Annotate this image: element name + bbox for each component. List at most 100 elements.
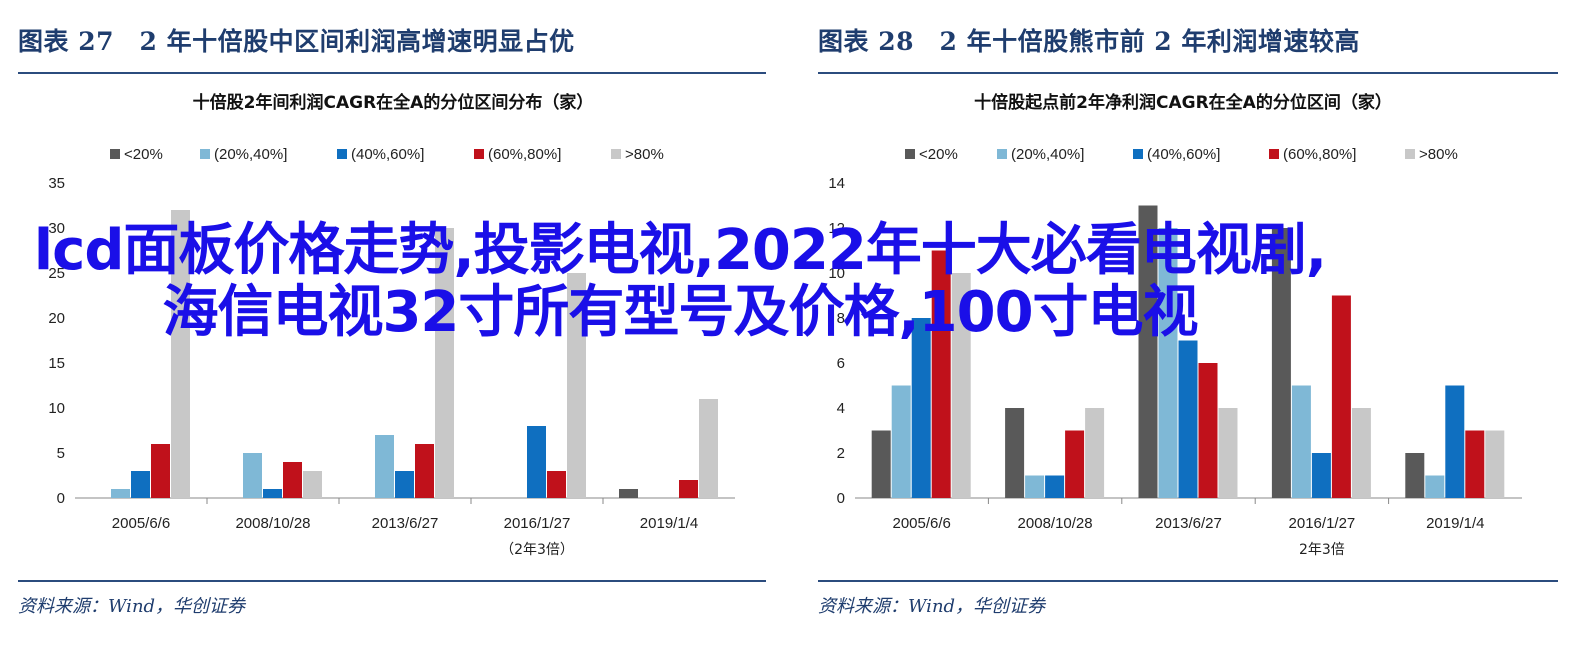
bar: [395, 471, 414, 498]
bar: [1065, 430, 1085, 498]
x-tick-label: 2013/6/27: [372, 515, 439, 532]
legend-swatch: [200, 149, 210, 159]
bar: [435, 228, 454, 498]
legend-label: (60%,80%]: [488, 146, 561, 163]
legend-label: (20%,40%]: [214, 146, 287, 163]
legend-swatch: [1269, 149, 1279, 159]
source-note: 资料来源：Wind，华创证券: [818, 596, 1046, 617]
y-tick-label: 0: [837, 490, 845, 507]
bar: [871, 430, 891, 498]
legend-label: (60%,80%]: [1283, 146, 1356, 163]
y-tick-label: 15: [48, 355, 65, 372]
y-tick-label: 14: [828, 175, 845, 192]
bar: [1311, 453, 1331, 498]
title-divider: [818, 72, 1558, 74]
x-tick-label: 2013/6/27: [1155, 515, 1222, 532]
legend-label: (40%,60%]: [1147, 146, 1220, 163]
y-tick-label: 4: [837, 400, 845, 417]
legend-label: (20%,40%]: [1011, 146, 1084, 163]
legend-swatch: [110, 149, 120, 159]
bar: [111, 489, 130, 498]
bar: [375, 435, 394, 498]
legend-swatch: [474, 149, 484, 159]
y-tick-label: 6: [837, 355, 845, 372]
bar: [527, 426, 546, 498]
x-tick-label: 2019/1/4: [1426, 515, 1484, 532]
bar: [303, 471, 322, 498]
bar: [1198, 363, 1218, 498]
y-tick-label: 0: [57, 490, 65, 507]
bar: [1485, 430, 1505, 498]
y-tick-label: 8: [837, 310, 845, 327]
legend-swatch: [1133, 149, 1143, 159]
bar: [1291, 385, 1311, 498]
bar: [1045, 475, 1065, 498]
bar-chart: 十倍股起点前2年净利润CAGR在全A的分位区间（家） <20% (20%,40%] (…: [828, 92, 1522, 558]
bar: [1331, 295, 1351, 498]
x-tick-note: （2年3倍）: [500, 542, 574, 558]
y-tick-label: 35: [48, 175, 65, 192]
title-divider: [18, 72, 766, 74]
overlay-headline: lcd面板价格走势,投影电视,2022年十大必看电视剧,海信电视32寸所有型号及…: [33, 218, 1327, 345]
x-tick-label: 2008/10/28: [1018, 515, 1093, 532]
bar: [1425, 475, 1445, 498]
x-tick-label: 2016/1/27: [504, 515, 571, 532]
legend-label: >80%: [625, 146, 664, 163]
y-tick-label: 10: [48, 400, 65, 417]
legend-swatch: [337, 149, 347, 159]
bar: [1465, 430, 1485, 498]
figure-28-panel: 图表 28 2 年十倍股熊市前 2 年利润增速较高 十倍股起点前2年净利润CAG…: [800, 0, 1593, 647]
bar: [1218, 408, 1238, 498]
bar: [243, 453, 262, 498]
bar: [1178, 340, 1198, 498]
legend-label: <20%: [919, 146, 958, 163]
y-tick-label: 12: [828, 220, 845, 237]
bar: [1025, 475, 1045, 498]
legend-label: >80%: [1419, 146, 1458, 163]
bar: [679, 480, 698, 498]
legend-swatch: [997, 149, 1007, 159]
bar: [283, 462, 302, 498]
x-tick-label: 2005/6/6: [893, 515, 951, 532]
bar: [951, 273, 971, 498]
bar: [263, 489, 282, 498]
y-tick-label: 25: [48, 265, 65, 282]
bar: [547, 471, 566, 498]
bar: [1138, 205, 1158, 498]
legend-swatch: [611, 149, 621, 159]
bar: [171, 210, 190, 498]
x-tick-label: 2016/1/27: [1289, 515, 1356, 532]
source-note: 资料来源：Wind，华创证券: [18, 596, 246, 617]
legend-label: <20%: [124, 146, 163, 163]
bar: [891, 385, 911, 498]
bar: [1351, 408, 1371, 498]
figure-title: 图表 27 2 年十倍股中区间利润高增速明显占优: [18, 27, 575, 56]
bar: [567, 273, 586, 498]
bar: [699, 399, 718, 498]
y-tick-label: 20: [48, 310, 65, 327]
bar: [1005, 408, 1025, 498]
bar: [1405, 453, 1425, 498]
bar: [1445, 385, 1465, 498]
legend-label: (40%,60%]: [351, 146, 424, 163]
y-tick-label: 2: [837, 445, 845, 462]
figure-27-panel: 图表 27 2 年十倍股中区间利润高增速明显占优 十倍股2年间利润CAGR在全A…: [0, 0, 790, 647]
bar: [1085, 408, 1105, 498]
legend-swatch: [1405, 149, 1415, 159]
bar: [1271, 228, 1291, 498]
x-tick-label: 2005/6/6: [112, 515, 170, 532]
y-tick-label: 10: [828, 265, 845, 282]
x-tick-note: 2年3倍: [1299, 542, 1345, 558]
x-tick-label: 2019/1/4: [640, 515, 698, 532]
legend-swatch: [905, 149, 915, 159]
bar: [415, 444, 434, 498]
bar: [619, 489, 638, 498]
bar: [911, 318, 931, 498]
source-divider: [818, 580, 1558, 582]
chart-title: 十倍股起点前2年净利润CAGR在全A的分位区间（家）: [974, 92, 1392, 113]
bar: [151, 444, 170, 498]
bar: [131, 471, 150, 498]
bar: [931, 250, 951, 498]
bar: [1158, 228, 1178, 498]
chart-title: 十倍股2年间利润CAGR在全A的分位区间分布（家）: [193, 92, 594, 113]
